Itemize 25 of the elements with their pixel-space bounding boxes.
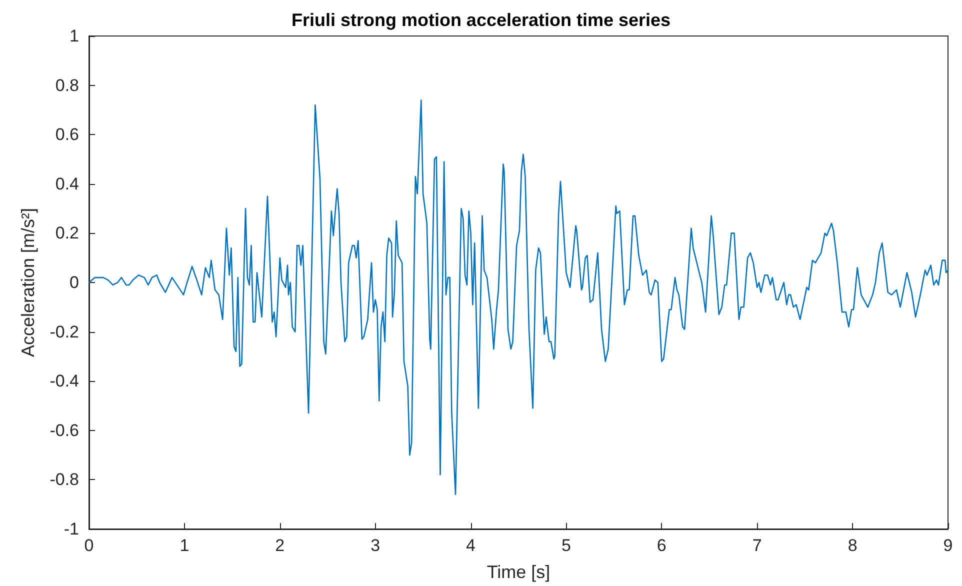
y-tick-label: -0.8	[50, 470, 79, 490]
chart-title: Friuli strong motion acceleration time series	[291, 10, 671, 30]
x-tick-label: 0	[84, 536, 94, 555]
y-tick-label: -0.4	[50, 372, 79, 391]
x-tick-label: 7	[752, 536, 762, 555]
y-tick-label: 1	[70, 26, 79, 46]
x-tick-label: 2	[275, 536, 285, 555]
x-tick-label: 9	[943, 536, 953, 555]
y-tick-label: 0.4	[55, 174, 79, 194]
line-series	[88, 99, 949, 496]
y-tick-label: -0.6	[50, 420, 79, 440]
y-axis-title: Acceleration [m/s²]	[18, 208, 38, 358]
x-tick-label: 1	[180, 536, 190, 555]
x-tick-label: 3	[370, 536, 380, 555]
x-axis-title: Time [s]	[486, 562, 550, 582]
y-tick-label: -1	[64, 520, 79, 538]
y-tick-label: 0.2	[55, 224, 79, 243]
x-tick-label: 6	[656, 536, 666, 555]
x-tick-label: 8	[848, 536, 858, 555]
y-tick-label: 0.6	[55, 125, 79, 144]
y-tick-label: -0.2	[50, 322, 79, 342]
y-tick-label: 0.8	[55, 76, 79, 95]
x-tick-label: 5	[561, 536, 571, 555]
y-tick-label: 0	[70, 273, 79, 292]
x-tick-label: 4	[466, 536, 476, 555]
